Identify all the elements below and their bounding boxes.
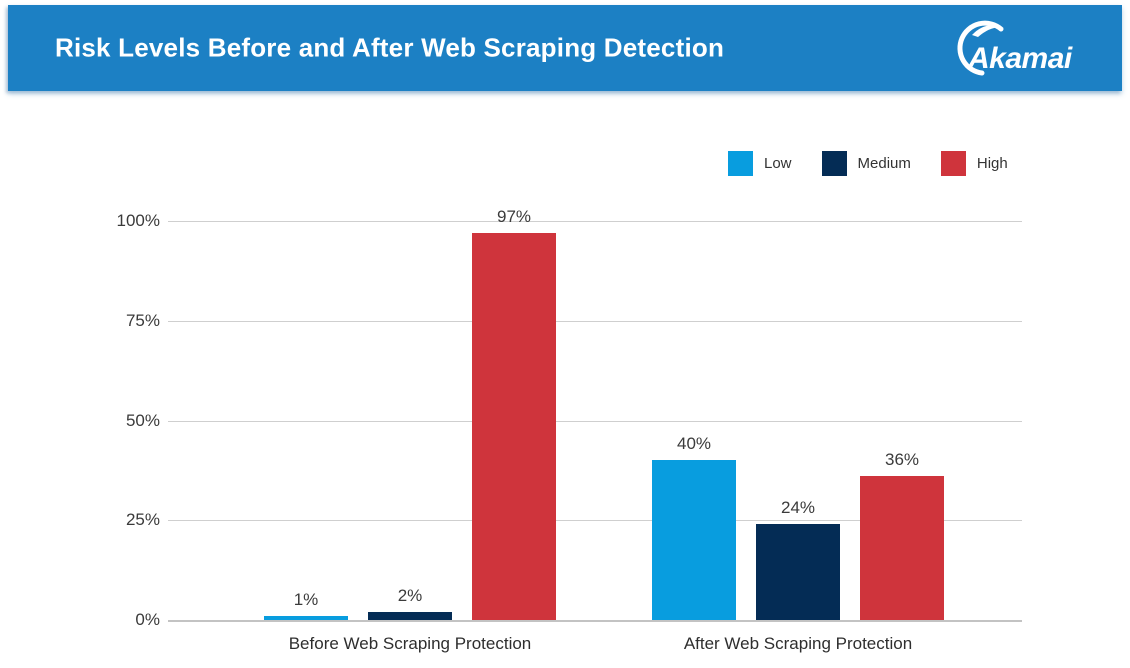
bar-value-label: 1% xyxy=(293,590,319,610)
legend-label: High xyxy=(976,155,1008,172)
y-axis-tick-label: 0% xyxy=(135,610,160,629)
gridline xyxy=(168,420,1022,422)
y-axis-tick-label: 25% xyxy=(125,510,160,530)
legend-item-high: High xyxy=(940,151,1008,176)
bar-medium xyxy=(368,612,452,620)
x-axis-category-label: After Web Scraping Protection xyxy=(683,634,913,653)
bar-high xyxy=(860,476,944,620)
bar-slot: 2% xyxy=(368,221,452,620)
bar-value-label: 24% xyxy=(780,498,816,518)
bar-value-label: 36% xyxy=(884,450,920,470)
bar-group: 1% 2% 97% xyxy=(264,207,556,620)
y-axis-tick-label: 100% xyxy=(116,211,160,230)
bar-group: 40% 24% 36% xyxy=(652,221,944,620)
gridline xyxy=(168,320,1022,322)
plot-area: 0% 25% 50% 75% 100% 1% 2% 97% Before Web Scrapin… xyxy=(117,207,1022,653)
legend-swatch xyxy=(728,151,753,176)
akamai-swoosh-icon xyxy=(957,20,1004,76)
legend-label: Medium xyxy=(857,155,911,172)
bar-value-label: 97% xyxy=(496,206,532,226)
bar-value-label: 2% xyxy=(397,586,423,606)
bar-low xyxy=(652,460,736,620)
y-axis-tick-label: 75% xyxy=(125,310,160,330)
legend-swatch xyxy=(940,151,966,176)
bar-slot: 24% xyxy=(756,221,840,620)
akamai-logo-text: Akamai xyxy=(968,42,1072,75)
legend-swatch xyxy=(821,151,847,176)
bar-slot: 1% xyxy=(264,221,348,620)
page-title: Risk Levels Before and After Web Scrapin… xyxy=(55,32,725,63)
bar-medium xyxy=(756,524,840,620)
chart-legend: Low Medium High xyxy=(728,151,1008,176)
gridline xyxy=(168,221,1022,222)
x-axis-category-label: Before Web Scraping Protection xyxy=(288,634,532,653)
bar-low xyxy=(264,616,348,620)
y-axis-tick-label: 50% xyxy=(125,410,160,430)
akamai-logo: Akamai xyxy=(952,18,1094,80)
gridline xyxy=(168,620,1022,622)
bar-slot: 97% xyxy=(472,207,556,620)
legend-item-low: Low xyxy=(728,151,792,176)
bar-slot: 36% xyxy=(860,221,944,620)
bar-value-label: 40% xyxy=(676,434,712,454)
header-banner: Risk Levels Before and After Web Scrapin… xyxy=(8,5,1122,91)
legend-label: Low xyxy=(764,155,792,172)
bar-high xyxy=(472,232,556,620)
gridline xyxy=(168,520,1022,522)
legend-item-medium: Medium xyxy=(821,151,911,176)
bar-slot: 40% xyxy=(652,221,736,620)
